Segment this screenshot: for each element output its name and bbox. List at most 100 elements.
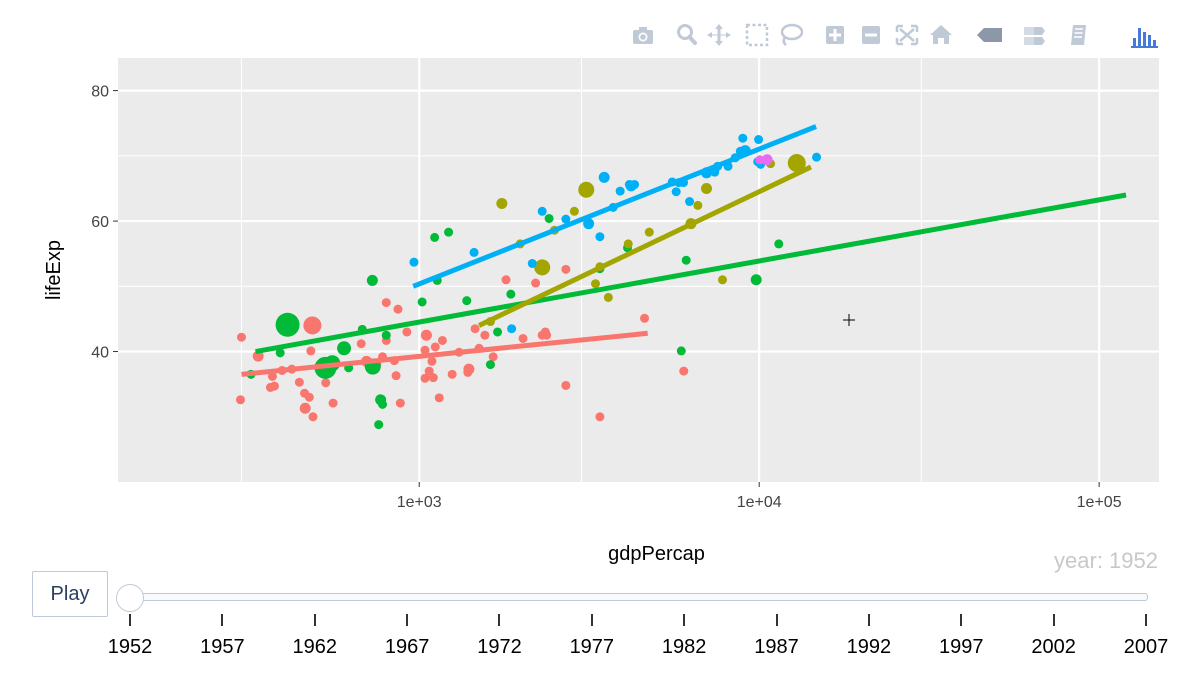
data-point xyxy=(544,213,554,223)
data-point xyxy=(462,296,472,306)
hover-closest-icon[interactable] xyxy=(974,18,1004,52)
slider-step-tick xyxy=(313,614,316,626)
data-point xyxy=(671,187,681,197)
data-point xyxy=(518,333,528,343)
crosshair-cursor-icon xyxy=(843,314,855,326)
slider-handle[interactable] xyxy=(116,584,144,612)
data-point xyxy=(540,327,550,337)
slider-rail[interactable] xyxy=(118,593,1148,601)
slider-step-label[interactable]: 2002 xyxy=(1031,636,1076,658)
slider-step-label[interactable]: 1987 xyxy=(754,636,799,658)
data-point xyxy=(444,227,454,237)
data-point xyxy=(299,402,311,414)
data-point xyxy=(625,180,637,192)
data-point xyxy=(321,378,331,388)
data-point xyxy=(676,346,686,356)
data-point xyxy=(561,214,571,224)
data-point xyxy=(430,232,440,242)
y-tick-label: 40 xyxy=(91,345,109,362)
data-point xyxy=(275,312,300,337)
plot-panel[interactable] xyxy=(118,58,1159,482)
slider-step-label[interactable]: 1977 xyxy=(569,636,615,658)
slider-step-label[interactable]: 1957 xyxy=(200,636,245,658)
data-point xyxy=(531,278,541,288)
data-point xyxy=(681,255,691,265)
slider-step-label[interactable]: 1962 xyxy=(292,636,337,658)
data-point xyxy=(527,258,537,268)
data-point xyxy=(701,182,713,194)
data-point xyxy=(496,197,508,209)
data-point xyxy=(236,332,246,342)
data-point xyxy=(402,327,412,337)
data-point xyxy=(693,200,703,210)
data-point xyxy=(754,135,764,145)
data-point xyxy=(304,392,314,402)
data-point xyxy=(750,274,762,286)
data-point xyxy=(598,171,610,183)
data-point xyxy=(374,420,384,430)
reset-axes-icon[interactable] xyxy=(926,18,956,52)
play-button[interactable]: Play xyxy=(32,571,108,617)
data-point xyxy=(717,275,727,285)
slider-step-label[interactable]: 1952 xyxy=(107,636,153,658)
slider-step-label[interactable]: 2007 xyxy=(1123,636,1169,658)
slider-step-tick xyxy=(867,614,870,626)
data-point xyxy=(534,259,551,276)
y-axis-title: lifeExp xyxy=(43,240,65,300)
lasso-select-icon[interactable] xyxy=(776,18,806,52)
slider-step-label[interactable]: 1972 xyxy=(477,636,522,658)
camera-icon[interactable] xyxy=(628,18,658,52)
slider-step-tick xyxy=(775,614,778,626)
slider-step-label[interactable]: 1967 xyxy=(384,636,430,658)
data-point xyxy=(420,345,430,355)
data-point xyxy=(434,393,444,403)
current-year-label: year: 1952 xyxy=(1054,548,1158,573)
data-point xyxy=(685,197,695,207)
slider-step-label[interactable]: 1997 xyxy=(939,636,984,658)
y-tick-label: 80 xyxy=(91,84,109,101)
zoom-out-icon[interactable] xyxy=(856,18,886,52)
data-point xyxy=(812,152,822,162)
trend-lines xyxy=(241,124,1127,377)
zoom-in-icon[interactable] xyxy=(820,18,850,52)
data-point xyxy=(623,239,633,249)
data-point xyxy=(235,395,245,405)
trend-line xyxy=(241,330,648,377)
data-point xyxy=(252,350,264,362)
data-point xyxy=(583,218,595,230)
data-point xyxy=(595,232,605,242)
data-point xyxy=(755,155,765,165)
data-point xyxy=(303,316,322,335)
axes: 40 60 80 1e+03 1e+04 1e+05 gdpPercap lifeExp xyxy=(43,84,1122,565)
data-point xyxy=(644,227,654,237)
data-point xyxy=(356,339,366,349)
data-point xyxy=(269,381,279,391)
data-point xyxy=(679,366,689,376)
pan-icon[interactable] xyxy=(704,18,734,52)
data-point xyxy=(561,380,571,390)
data-point xyxy=(391,371,401,381)
slider-step-tick xyxy=(960,614,963,626)
plotly-logo-icon[interactable] xyxy=(1128,18,1158,52)
trend-line xyxy=(255,192,1127,354)
x-tick-label: 1e+04 xyxy=(737,494,782,511)
data-point xyxy=(328,398,338,408)
data-point xyxy=(294,377,304,387)
zoom-icon[interactable] xyxy=(672,18,702,52)
slider-step-label[interactable]: 1992 xyxy=(846,636,892,658)
data-point xyxy=(488,352,498,362)
slider-step-tick xyxy=(590,614,593,626)
data-point xyxy=(381,330,391,340)
autoscale-icon[interactable] xyxy=(892,18,922,52)
slider-step-label[interactable]: 1982 xyxy=(661,636,707,658)
data-point xyxy=(578,181,595,198)
data-point xyxy=(366,274,378,286)
hover-compare-icon[interactable] xyxy=(1018,18,1048,52)
spike-lines-icon[interactable] xyxy=(1064,18,1094,52)
data-point xyxy=(267,371,277,381)
data-point xyxy=(409,257,419,267)
slider-step-tick xyxy=(129,614,131,626)
box-select-icon[interactable] xyxy=(742,18,772,52)
data-point xyxy=(507,324,517,334)
